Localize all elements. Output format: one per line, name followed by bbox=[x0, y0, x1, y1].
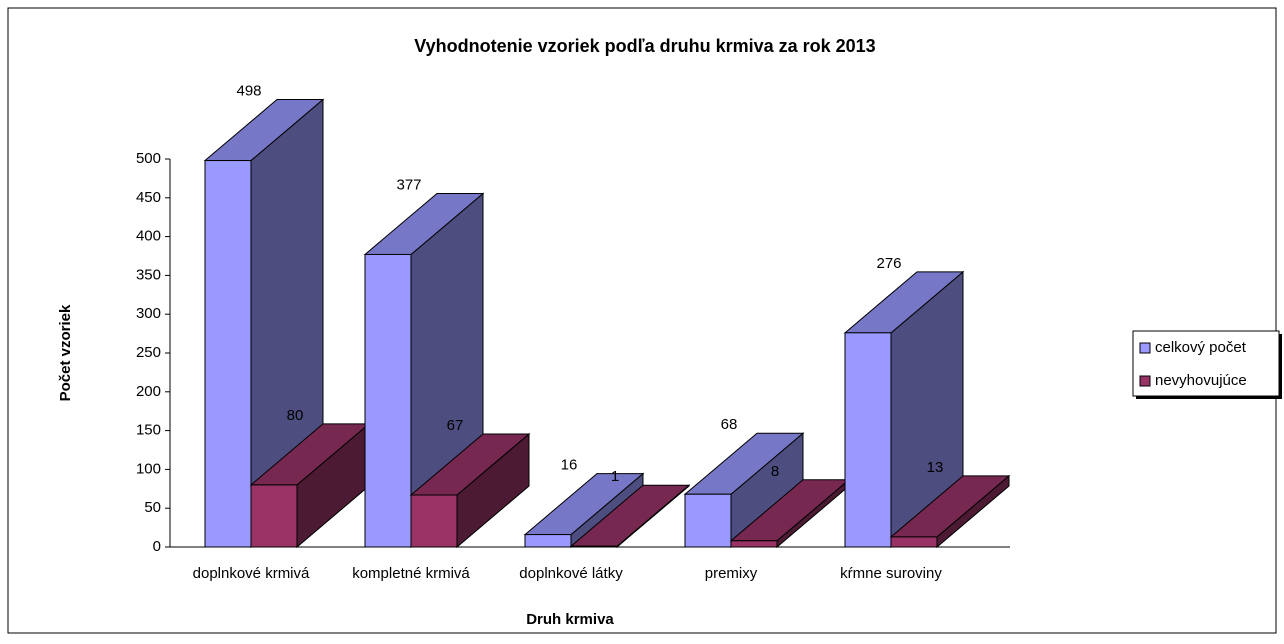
bar-front bbox=[730, 540, 778, 548]
bar bbox=[569, 484, 691, 549]
legend-label: nevyhovujúce bbox=[1155, 372, 1247, 389]
x-tick-label: kŕmne suroviny bbox=[840, 565, 942, 582]
y-tick-label: 100 bbox=[136, 460, 161, 477]
data-label: 377 bbox=[396, 176, 421, 193]
bar-front bbox=[364, 253, 412, 548]
bar bbox=[843, 270, 965, 549]
x-tick-label: kompletné krmivá bbox=[352, 565, 470, 582]
bar-front bbox=[204, 160, 252, 548]
legend-label: celkový počet bbox=[1155, 339, 1247, 356]
y-tick-label: 0 bbox=[153, 538, 161, 555]
x-axis-title: Druh krmiva bbox=[526, 611, 614, 628]
y-tick-label: 400 bbox=[136, 228, 161, 245]
bar bbox=[889, 474, 1011, 549]
y-tick-label: 200 bbox=[136, 383, 161, 400]
x-tick-label: premixy bbox=[705, 565, 758, 582]
legend bbox=[1132, 330, 1280, 397]
y-tick-label: 250 bbox=[136, 344, 161, 361]
bar-front bbox=[570, 545, 618, 548]
bar-front bbox=[410, 494, 458, 548]
x-tick-label: doplnkové krmivá bbox=[193, 565, 310, 582]
data-label: 68 bbox=[721, 416, 738, 433]
y-tick-label: 50 bbox=[144, 499, 161, 516]
data-label: 498 bbox=[236, 83, 261, 100]
x-tick-label: doplnkové látky bbox=[519, 565, 623, 582]
bar bbox=[249, 422, 371, 549]
data-label: 1 bbox=[611, 468, 619, 485]
chart-title: Vyhodnotenie vzoriek podľa druhu krmiva … bbox=[414, 36, 875, 56]
data-label: 13 bbox=[927, 459, 944, 476]
legend-swatch bbox=[1139, 342, 1151, 354]
data-label: 8 bbox=[771, 463, 779, 480]
data-label: 276 bbox=[876, 255, 901, 272]
bar bbox=[203, 98, 325, 549]
bar bbox=[409, 432, 531, 549]
chart-border bbox=[7, 7, 1277, 634]
bar-front bbox=[684, 493, 732, 548]
y-tick-label: 500 bbox=[136, 150, 161, 167]
bar-front bbox=[844, 332, 892, 548]
y-tick-label: 350 bbox=[136, 266, 161, 283]
bar bbox=[683, 432, 805, 549]
data-label: 67 bbox=[447, 417, 464, 434]
y-axis-title: Počet vzoriek bbox=[57, 304, 74, 401]
bar bbox=[363, 192, 485, 549]
bar bbox=[523, 472, 645, 549]
y-tick-label: 450 bbox=[136, 189, 161, 206]
data-label: 80 bbox=[287, 407, 304, 424]
y-tick-label: 150 bbox=[136, 422, 161, 439]
legend-swatch bbox=[1139, 375, 1151, 387]
y-tick-label: 300 bbox=[136, 305, 161, 322]
data-label: 16 bbox=[561, 457, 578, 474]
bar-front bbox=[524, 534, 572, 548]
bar-front bbox=[250, 484, 298, 548]
bar-front bbox=[890, 536, 938, 548]
